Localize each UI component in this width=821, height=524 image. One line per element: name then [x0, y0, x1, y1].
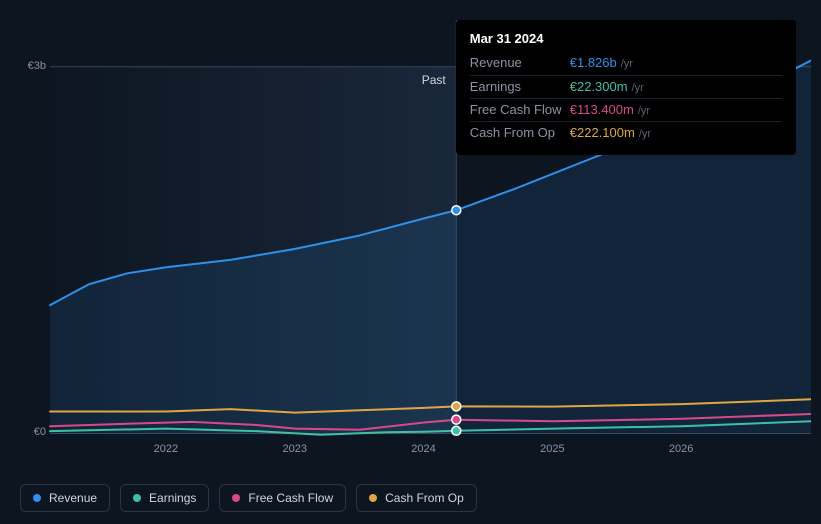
legend-item-earnings[interactable]: Earnings — [120, 484, 209, 512]
tooltip-row-label: Free Cash Flow — [470, 101, 570, 119]
tooltip-row-value: €113.400m — [570, 101, 634, 119]
legend-item-cash_from_op[interactable]: Cash From Op — [356, 484, 477, 512]
tooltip-row-label: Cash From Op — [470, 124, 570, 142]
legend-item-free_cash_flow[interactable]: Free Cash Flow — [219, 484, 346, 512]
legend-label: Cash From Op — [385, 491, 464, 505]
past-label: Past — [422, 73, 446, 87]
legend-dot-icon — [133, 494, 141, 502]
x-axis-label: 2022 — [154, 443, 178, 455]
tooltip-date: Mar 31 2024 — [470, 30, 782, 48]
tooltip-row-label: Revenue — [470, 54, 570, 72]
legend-label: Revenue — [49, 491, 97, 505]
tooltip-row: Revenue€1.826b/yr — [470, 52, 782, 74]
tooltip-row-unit: /yr — [639, 127, 651, 142]
x-axis-label: 2025 — [540, 443, 564, 455]
legend: Revenue Earnings Free Cash Flow Cash From O… — [20, 484, 477, 512]
tooltip-row-unit: /yr — [632, 81, 644, 96]
tooltip-row-value: €22.300m — [570, 78, 628, 96]
tooltip-row: Cash From Op€222.100m/yr — [470, 121, 782, 144]
y-axis-label: €3b — [20, 60, 46, 72]
tooltip-row: Free Cash Flow€113.400m/yr — [470, 98, 782, 121]
tooltip-row-unit: /yr — [638, 104, 650, 119]
x-axis-label: 2023 — [282, 443, 306, 455]
tooltip-row-value: €1.826b — [570, 54, 617, 72]
legend-dot-icon — [369, 494, 377, 502]
tooltip-row-value: €222.100m — [570, 124, 635, 142]
legend-label: Free Cash Flow — [248, 491, 333, 505]
y-axis-label: €0 — [20, 426, 46, 438]
x-axis-label: 2026 — [669, 443, 693, 455]
legend-dot-icon — [33, 494, 41, 502]
tooltip-row-unit: /yr — [621, 57, 633, 72]
tooltip-row-label: Earnings — [470, 78, 570, 96]
legend-dot-icon — [232, 494, 240, 502]
legend-label: Earnings — [149, 491, 196, 505]
chart-tooltip: Mar 31 2024 Revenue€1.826b/yrEarnings€22… — [456, 20, 796, 155]
tooltip-row: Earnings€22.300m/yr — [470, 75, 782, 98]
legend-item-revenue[interactable]: Revenue — [20, 484, 110, 512]
x-axis-label: 2024 — [411, 443, 435, 455]
financial-chart: €0€3b 20222023202420252026 Past Analysts… — [20, 20, 811, 474]
